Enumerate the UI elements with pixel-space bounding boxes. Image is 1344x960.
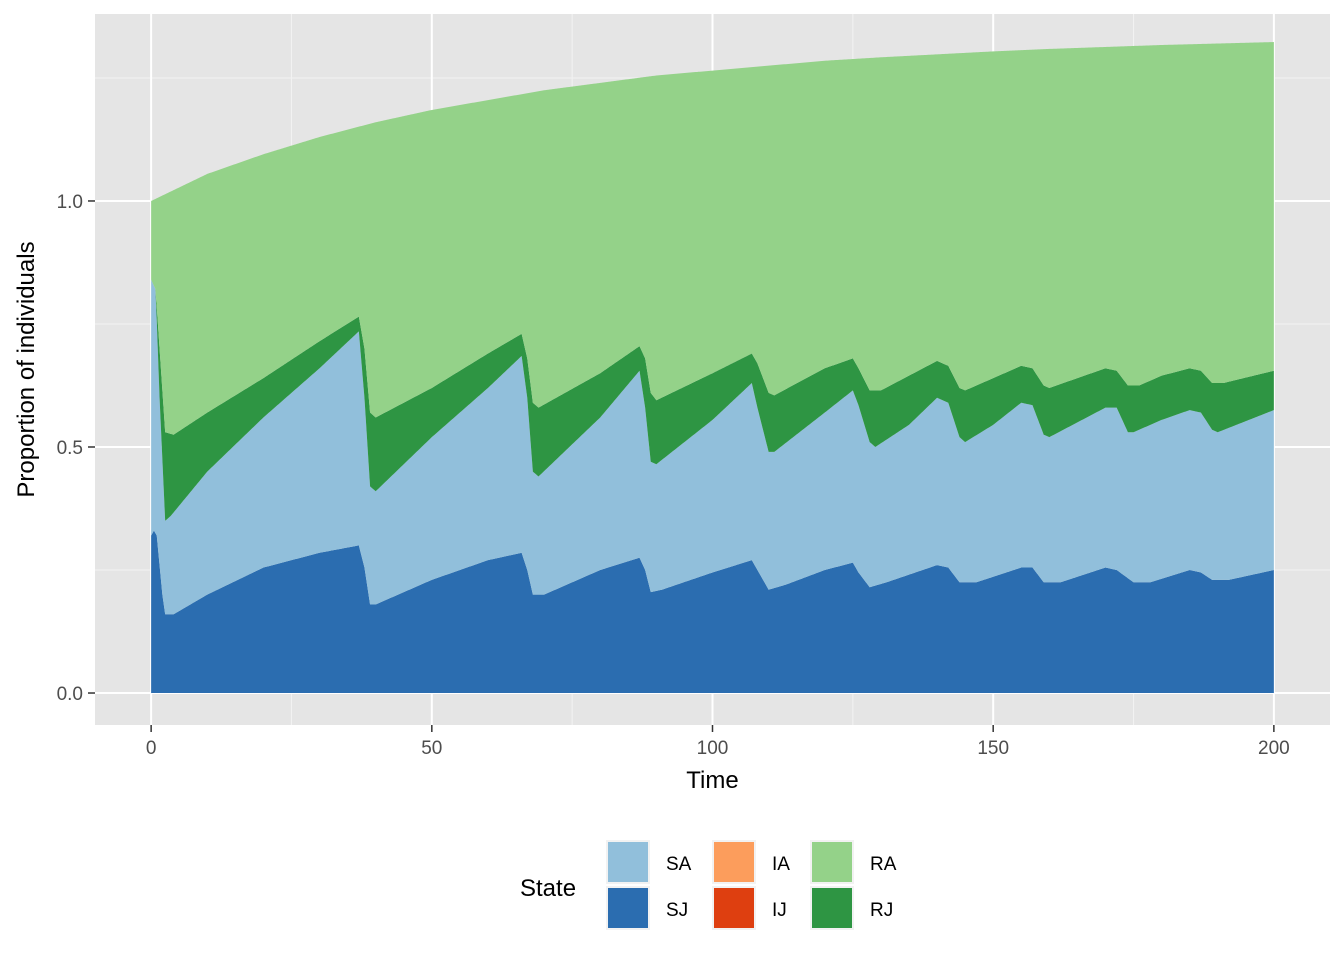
y-tick-label: 1.0 <box>57 192 83 213</box>
legend-swatch-ia <box>714 842 754 882</box>
legend-swatch-sa <box>608 842 648 882</box>
x-axis-title: Time <box>686 767 738 794</box>
legend-swatch-ij <box>714 888 754 928</box>
legend-label-ia: IA <box>772 854 790 875</box>
legend-label-ra: RA <box>870 854 897 875</box>
legend-swatch-ra <box>812 842 852 882</box>
y-axis-title: Proportion of individuals <box>13 241 40 497</box>
area-sj <box>151 530 1274 694</box>
x-tick-label: 150 <box>977 738 1009 759</box>
x-tick-label: 50 <box>421 738 442 759</box>
x-tick-label: 200 <box>1258 738 1290 759</box>
x-tick-label: 100 <box>697 738 729 759</box>
legend-label-ij: IJ <box>772 900 787 921</box>
y-tick-label: 0.5 <box>57 438 83 459</box>
x-axis-ticks: 0 50 100 150 200 <box>146 725 1290 759</box>
y-tick-label: 0.0 <box>57 684 83 705</box>
legend-label-sj: SJ <box>666 900 688 921</box>
stacked-areas <box>151 42 1274 694</box>
legend-swatch-sj <box>608 888 648 928</box>
area-rj <box>151 279 1274 521</box>
legend-title: State <box>520 875 576 902</box>
area-sa <box>151 279 1274 615</box>
area-ra <box>151 42 1274 435</box>
legend-label-rj: RJ <box>870 900 893 921</box>
x-tick-label: 0 <box>146 738 157 759</box>
legend-label-sa: SA <box>666 854 692 875</box>
legend: State SA SJ IA IJ RA RJ <box>520 840 897 930</box>
legend-swatch-rj <box>812 888 852 928</box>
y-axis-ticks: 0.0 0.5 1.0 <box>57 192 95 705</box>
